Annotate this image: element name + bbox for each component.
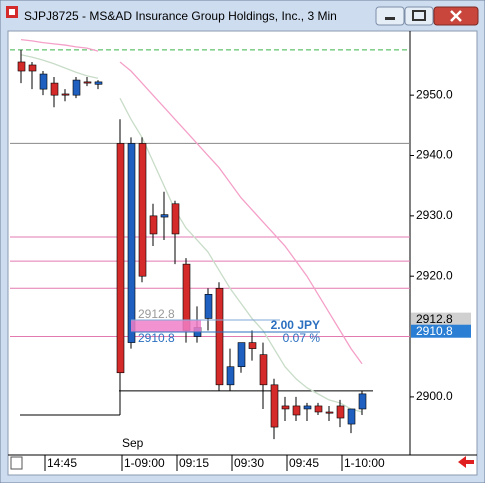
candle-body bbox=[226, 366, 235, 386]
candle-body bbox=[292, 405, 301, 416]
measure-box bbox=[131, 320, 201, 332]
candle-body bbox=[39, 73, 48, 90]
candle-body bbox=[127, 143, 136, 343]
price-marker-label: 2910.8 bbox=[416, 324, 453, 338]
x-tick-label: 14:45 bbox=[47, 456, 77, 470]
chart-area bbox=[7, 30, 478, 476]
candle-body bbox=[303, 405, 312, 410]
measure-label: 2910.8 bbox=[138, 331, 175, 345]
candle-body bbox=[215, 287, 224, 386]
candle-body bbox=[28, 64, 37, 72]
y-tick-label: 2940.0 bbox=[416, 148, 453, 162]
candle-body bbox=[325, 411, 334, 414]
price-marker bbox=[411, 324, 471, 338]
maximize-button[interactable] bbox=[404, 6, 434, 26]
candle-body bbox=[138, 143, 147, 277]
y-tick-label: 2900.0 bbox=[416, 389, 453, 403]
candle-body bbox=[72, 79, 81, 96]
x-tick-label: 1-09:00 bbox=[124, 456, 165, 470]
candle-body bbox=[270, 384, 279, 428]
candle-body bbox=[281, 405, 290, 410]
month-label: Sep bbox=[122, 436, 144, 450]
candle-body bbox=[149, 215, 158, 235]
scroll-arrow[interactable] bbox=[458, 456, 474, 468]
candle-body bbox=[314, 405, 323, 413]
candle-body bbox=[248, 342, 257, 349]
x-tick-label: 09:45 bbox=[289, 456, 319, 470]
moving-average bbox=[20, 54, 99, 79]
measure-pct: 0.07 % bbox=[283, 331, 321, 345]
candle-body bbox=[17, 61, 26, 72]
x-tick-label: 09:15 bbox=[179, 456, 209, 470]
candle-body bbox=[347, 408, 356, 425]
candle-body bbox=[116, 143, 125, 374]
y-tick-label: 2930.0 bbox=[416, 208, 453, 222]
measure-label: 2912.8 bbox=[138, 307, 175, 321]
candle-body bbox=[171, 203, 180, 235]
candle-body bbox=[94, 81, 103, 85]
candle-body bbox=[160, 214, 169, 218]
candle-body bbox=[237, 342, 246, 368]
measure-diff: 2.00 JPY bbox=[271, 318, 320, 332]
minimize-button[interactable] bbox=[375, 6, 405, 26]
candle-body bbox=[61, 93, 70, 96]
candle-body bbox=[336, 405, 345, 419]
window-title: SJPJ8725 - MS&AD Insurance Group Holding… bbox=[24, 9, 337, 23]
close-button[interactable] bbox=[433, 6, 479, 26]
moving-average bbox=[20, 38, 99, 52]
x-tick-label: 1-10:00 bbox=[344, 456, 385, 470]
moving-average bbox=[119, 61, 363, 365]
x-tick-label: 09:30 bbox=[234, 456, 264, 470]
scroll-box[interactable] bbox=[10, 456, 23, 470]
candle-body bbox=[204, 294, 213, 319]
price-marker bbox=[411, 312, 471, 326]
candle-body bbox=[259, 354, 268, 386]
y-tick-label: 2920.0 bbox=[416, 268, 453, 282]
moving-average bbox=[119, 97, 363, 413]
window-icon bbox=[9, 9, 15, 15]
y-tick-label: 2950.0 bbox=[416, 87, 453, 101]
candle-body bbox=[50, 82, 59, 96]
price-marker-label: 2912.8 bbox=[416, 312, 453, 326]
candle-body bbox=[358, 393, 367, 410]
candle-body bbox=[83, 81, 92, 84]
